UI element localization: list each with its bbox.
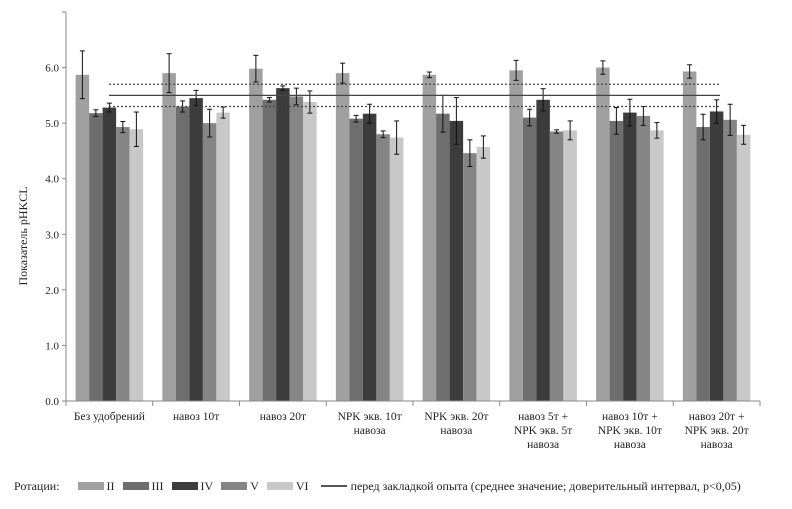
legend-swatch <box>77 482 104 490</box>
bar-ii <box>596 67 610 402</box>
bar-ii <box>75 74 90 401</box>
y-axis: 0.0 1.0 2.0 3.0 4.0 5.0 6.0 <box>45 11 67 408</box>
bar-iv <box>623 112 637 401</box>
bar-iii <box>262 99 277 401</box>
bar-ii <box>249 68 263 401</box>
category-label: навоз 20т + <box>689 411 745 423</box>
legend-label: III <box>151 478 164 493</box>
bar-chart: 0.0 1.0 2.0 3.0 4.0 5.0 6.0 Без удобрений навоз… <box>16 11 761 451</box>
category-label: NPK экв. 20т <box>685 425 749 437</box>
y-tick-label: 4.0 <box>45 174 59 186</box>
legend-swatch <box>266 482 293 490</box>
bar-ii <box>509 70 523 401</box>
legend-item-reference: перед закладкой опыта (среднее значение;… <box>317 479 741 494</box>
category-label: навоз 10т + <box>602 411 658 423</box>
y-tick-label: 1.0 <box>45 340 59 352</box>
bar-v <box>463 153 477 401</box>
legend: Ротации: II III IV V VI перед закладкой … <box>14 476 789 496</box>
bar-iii <box>89 113 103 401</box>
legend-label: V <box>250 478 259 493</box>
y-tick-label: 3.0 <box>45 229 59 241</box>
error-bars <box>79 50 747 167</box>
bar-ii <box>422 74 437 401</box>
bar-vi <box>563 130 577 402</box>
bar-vi <box>216 112 230 401</box>
legend-item-v: V <box>221 479 259 494</box>
bar-vi <box>476 147 491 401</box>
category-label: NPK экв. 10т <box>338 411 402 423</box>
bar-ii <box>682 71 697 401</box>
legend-label: IV <box>200 478 214 493</box>
bar-iii <box>609 120 624 402</box>
bar-v <box>202 123 217 402</box>
bar-v <box>116 127 130 401</box>
bar-iv <box>189 98 203 401</box>
legend-label: VI <box>295 478 309 493</box>
legend-item-vi: VI <box>266 478 309 494</box>
bar-v <box>636 115 651 401</box>
category-label: навоза <box>701 439 733 451</box>
category-label: навоза <box>527 439 559 451</box>
legend-item-iii: III <box>122 478 164 494</box>
x-axis: Без удобрений навоз 10т навоз 20т NPK экв. … <box>65 400 761 451</box>
y-tick-label: 2.0 <box>45 285 59 297</box>
legend-label: II <box>106 478 115 493</box>
category-label: Без удобрений <box>74 411 145 423</box>
bar-iii <box>436 113 450 402</box>
bar-ii <box>335 73 350 401</box>
bar-iv <box>276 88 290 401</box>
bars <box>75 67 751 402</box>
bar-iii <box>349 118 363 401</box>
bar-vi <box>129 129 144 401</box>
y-axis-label: Показатель pHKCL <box>16 186 30 285</box>
bar-iv <box>709 111 724 402</box>
bar-vi <box>303 102 317 402</box>
legend-swatch <box>122 482 149 490</box>
legend-label: перед закладкой опыта (среднее значение;… <box>350 478 741 493</box>
bar-v <box>289 96 304 402</box>
bar-v <box>376 134 390 401</box>
bar-vi <box>389 137 404 401</box>
bar-vi <box>736 134 751 401</box>
legend-swatch <box>171 482 198 490</box>
bar-iv <box>362 113 377 402</box>
y-tick-label: 5.0 <box>45 118 59 130</box>
category-label: NPK экв. 20т <box>424 411 488 423</box>
category-label: навоза <box>614 439 646 451</box>
legend-item-iv: IV <box>171 478 214 494</box>
bar-iii <box>522 117 537 401</box>
category-label: NPK экв. 5т <box>514 425 572 437</box>
category-label: навоза <box>440 425 472 437</box>
bar-v <box>723 119 737 402</box>
legend-item-ii: II <box>77 478 115 494</box>
bar-iii <box>696 127 710 401</box>
bar-v <box>549 131 564 401</box>
bar-iv <box>449 120 464 402</box>
category-label: навоз 5т + <box>518 411 568 423</box>
y-tick-label: 0.0 <box>45 396 59 408</box>
y-tick-label: 6.0 <box>45 63 59 75</box>
reference-lines <box>109 83 720 108</box>
category-label: навоз 20т <box>260 411 306 423</box>
bar-iv <box>102 107 117 401</box>
legend-swatch <box>221 482 248 490</box>
category-label: навоз 10т <box>173 411 219 423</box>
bar-iv <box>536 99 550 401</box>
legend-title: Ротации: <box>14 478 60 493</box>
bar-iii <box>175 106 190 401</box>
bar-ii <box>162 73 176 401</box>
category-label: NPK экв. 10т <box>598 425 662 437</box>
category-label: навоза <box>354 425 386 437</box>
bar-vi <box>650 130 664 402</box>
legend-line-swatch <box>320 485 347 487</box>
